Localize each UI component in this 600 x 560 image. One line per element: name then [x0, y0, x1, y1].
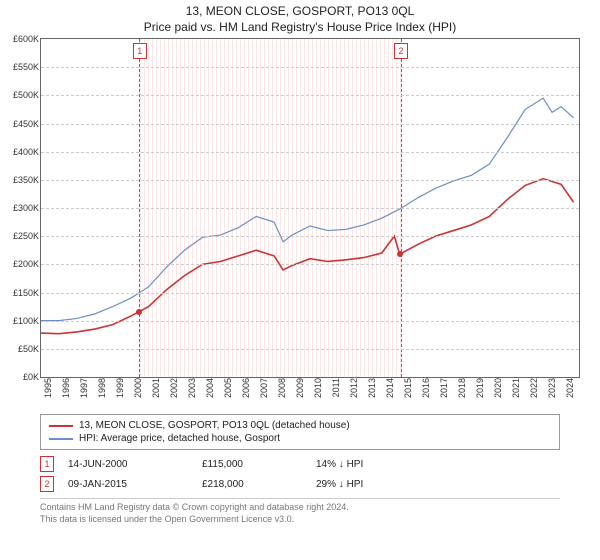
footer: Contains HM Land Registry data © Crown c… [40, 498, 560, 525]
sale-marker-1: 1 [133, 43, 147, 59]
sale-dot-1 [136, 309, 142, 315]
gridline [41, 180, 579, 181]
sale-row: 1 14-JUN-2000 £115,000 14% ↓ HPI [40, 454, 560, 474]
sale-row-delta: 14% ↓ HPI [316, 459, 416, 470]
legend-swatch-hpi [49, 438, 73, 440]
sale-row-price: £115,000 [202, 459, 312, 470]
plot-region: £0K£50K£100K£150K£200K£250K£300K£350K£40… [40, 38, 580, 378]
gridline [41, 236, 579, 237]
sale-dot-2 [397, 251, 403, 257]
chart-container: 13, MEON CLOSE, GOSPORT, PO13 0QL Price … [0, 0, 600, 560]
legend-swatch-property [49, 425, 73, 427]
gridline [41, 349, 579, 350]
legend-label-property: 13, MEON CLOSE, GOSPORT, PO13 0QL (detac… [79, 420, 350, 431]
gridline [41, 293, 579, 294]
sale-row-date: 09-JAN-2015 [68, 479, 198, 490]
ytick-label: £0K [1, 372, 39, 382]
sale-marker-2: 2 [394, 43, 408, 59]
ytick-label: £550K [1, 62, 39, 72]
legend-label-hpi: HPI: Average price, detached house, Gosp… [79, 433, 280, 444]
sale-row-date: 14-JUN-2000 [68, 459, 198, 470]
ytick-label: £350K [1, 175, 39, 185]
sale-row-marker: 1 [40, 456, 54, 472]
gridline [41, 321, 579, 322]
gridline [41, 152, 579, 153]
ytick-label: £250K [1, 231, 39, 241]
ytick-label: £300K [1, 203, 39, 213]
sale-row-price: £218,000 [202, 479, 312, 490]
series-hpi [41, 98, 574, 320]
page-title: 13, MEON CLOSE, GOSPORT, PO13 0QL [0, 0, 600, 18]
sale-row-delta: 29% ↓ HPI [316, 479, 416, 490]
sale-row: 2 09-JAN-2015 £218,000 29% ↓ HPI [40, 474, 560, 494]
gridline [41, 67, 579, 68]
ytick-label: £50K [1, 344, 39, 354]
sale-row-marker: 2 [40, 476, 54, 492]
gridline [41, 95, 579, 96]
ytick-label: £450K [1, 119, 39, 129]
ytick-label: £500K [1, 90, 39, 100]
legend-item-property: 13, MEON CLOSE, GOSPORT, PO13 0QL (detac… [49, 419, 551, 432]
ytick-label: £150K [1, 288, 39, 298]
ytick-label: £100K [1, 316, 39, 326]
legend: 13, MEON CLOSE, GOSPORT, PO13 0QL (detac… [40, 414, 560, 450]
gridline [41, 124, 579, 125]
chart-area: £0K£50K£100K£150K£200K£250K£300K£350K£40… [40, 38, 580, 408]
ytick-label: £200K [1, 259, 39, 269]
xtick-label: 2024 [565, 378, 595, 398]
footer-line-2: This data is licensed under the Open Gov… [40, 514, 560, 526]
gridline [41, 264, 579, 265]
ytick-label: £400K [1, 147, 39, 157]
series-property [41, 179, 574, 334]
ytick-label: £600K [1, 34, 39, 44]
footer-line-1: Contains HM Land Registry data © Crown c… [40, 502, 560, 514]
sale-table: 1 14-JUN-2000 £115,000 14% ↓ HPI 2 09-JAN-201… [40, 454, 560, 494]
page-subtitle: Price paid vs. HM Land Registry's House … [0, 18, 600, 38]
gridline [41, 208, 579, 209]
legend-item-hpi: HPI: Average price, detached house, Gosp… [49, 432, 551, 445]
